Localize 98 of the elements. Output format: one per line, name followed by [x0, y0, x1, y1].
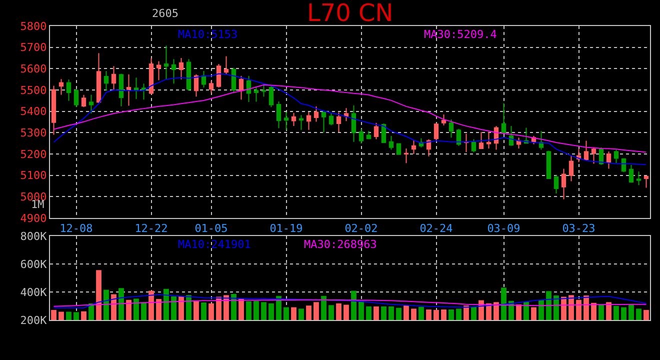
y-tick-label: 4900: [20, 212, 47, 225]
candlestick: [148, 58, 154, 95]
x-tick-label: 01-19: [270, 222, 303, 236]
candlestick: [81, 94, 86, 108]
candlestick: [606, 150, 612, 170]
candlestick: [441, 114, 446, 126]
line-series: [53, 84, 647, 153]
candlestick: [314, 106, 319, 122]
candlestick: [321, 112, 326, 133]
candlestick: [238, 75, 244, 100]
candlestick: [254, 86, 259, 102]
candlestick: [208, 80, 214, 94]
line-series: [53, 73, 647, 166]
y-tick-label: 5100: [20, 169, 47, 182]
y-tick-label: 800K: [20, 230, 48, 243]
candlestick: [336, 112, 342, 133]
line-series: [53, 299, 647, 307]
x-tick-label: 01-05: [194, 222, 228, 236]
candlestick: [96, 52, 102, 104]
candlestick: [216, 63, 222, 88]
candlestick: [224, 56, 229, 75]
candlestick: [104, 70, 109, 92]
candlestick: [478, 132, 484, 150]
candlestick: [434, 122, 439, 142]
candlestick: [231, 67, 236, 94]
line-series: [53, 294, 647, 308]
candlestick: [171, 58, 176, 84]
candlestick: [328, 112, 334, 126]
candlestick: [276, 101, 282, 129]
candlestick: [291, 112, 296, 127]
candlestick: [344, 108, 349, 122]
y-tick-label: 600K: [20, 258, 48, 271]
candlestick: [268, 85, 274, 108]
x-tick-label: 03-23: [562, 222, 596, 236]
candlestick: [246, 75, 252, 102]
candlestick: [178, 58, 184, 80]
text: MA10:241901: [178, 238, 251, 251]
y-tick-label: 200K: [20, 314, 48, 327]
candlestick: [388, 135, 394, 150]
candlestick: [194, 74, 199, 98]
candlestick: [374, 122, 379, 140]
chart-title: L70 CN: [307, 0, 394, 27]
candlestick: [614, 149, 619, 164]
candlestick: [486, 132, 492, 149]
candlestick: [88, 94, 94, 114]
candlestick: [164, 45, 169, 80]
candlestick: [358, 128, 364, 144]
text: MA30:268963: [304, 238, 377, 251]
y-tick-label: 5300: [20, 126, 47, 140]
candlestick: [284, 111, 289, 130]
candlestick: [66, 79, 72, 102]
y-tick-label: 5400: [20, 105, 47, 118]
candlestick: [351, 104, 356, 142]
candlestick: [141, 83, 146, 100]
candlestick: [628, 164, 634, 184]
candlestick: [366, 130, 372, 140]
candlestick: [644, 176, 649, 188]
x-tick-label: 02-24: [420, 222, 454, 236]
candlestick: [186, 58, 192, 92]
y-tick-label: 5200: [20, 148, 47, 161]
candlestick: [74, 88, 79, 108]
candlestick: [464, 133, 469, 153]
text: MA10:5153: [178, 28, 238, 41]
candlestick: [111, 66, 116, 92]
text: 2605: [152, 7, 178, 20]
x-tick-label: 12-22: [134, 222, 168, 236]
candlestick: [51, 85, 56, 136]
candlestick: [471, 138, 476, 153]
candlestick: [261, 84, 266, 98]
candlestick: [561, 168, 566, 200]
candlestick: [448, 118, 454, 138]
y-tick-label: 5800: [20, 20, 47, 33]
candlestick: [381, 122, 386, 144]
text: MA30:5209.4: [424, 28, 498, 41]
x-tick-label: 03-09: [487, 222, 520, 236]
candlestick: [404, 148, 409, 164]
x-tick-label: 02-02: [344, 222, 378, 236]
candlestick: [156, 60, 162, 81]
y-tick-label: 5500: [20, 84, 47, 97]
candlestick: [306, 111, 312, 130]
candlestick: [501, 102, 506, 134]
candlestick: [554, 174, 559, 194]
candlestick: [584, 140, 589, 162]
candlestick: [58, 78, 64, 96]
x-tick-label: 12-08: [60, 222, 93, 236]
candlestick: [118, 73, 124, 107]
candlestick: [591, 146, 596, 164]
candlestick: [298, 114, 304, 130]
candlestick: [636, 170, 642, 186]
y-tick-label: 400K: [20, 286, 48, 299]
y-tick-label: 5700: [20, 41, 47, 54]
candlestick: [126, 74, 132, 106]
y-tick-label: 5600: [20, 62, 47, 76]
candlestick: [411, 140, 416, 154]
candlestick: [546, 150, 552, 180]
candlestick: [134, 77, 139, 100]
candlestick: [568, 155, 574, 182]
candlestick: [396, 143, 402, 155]
